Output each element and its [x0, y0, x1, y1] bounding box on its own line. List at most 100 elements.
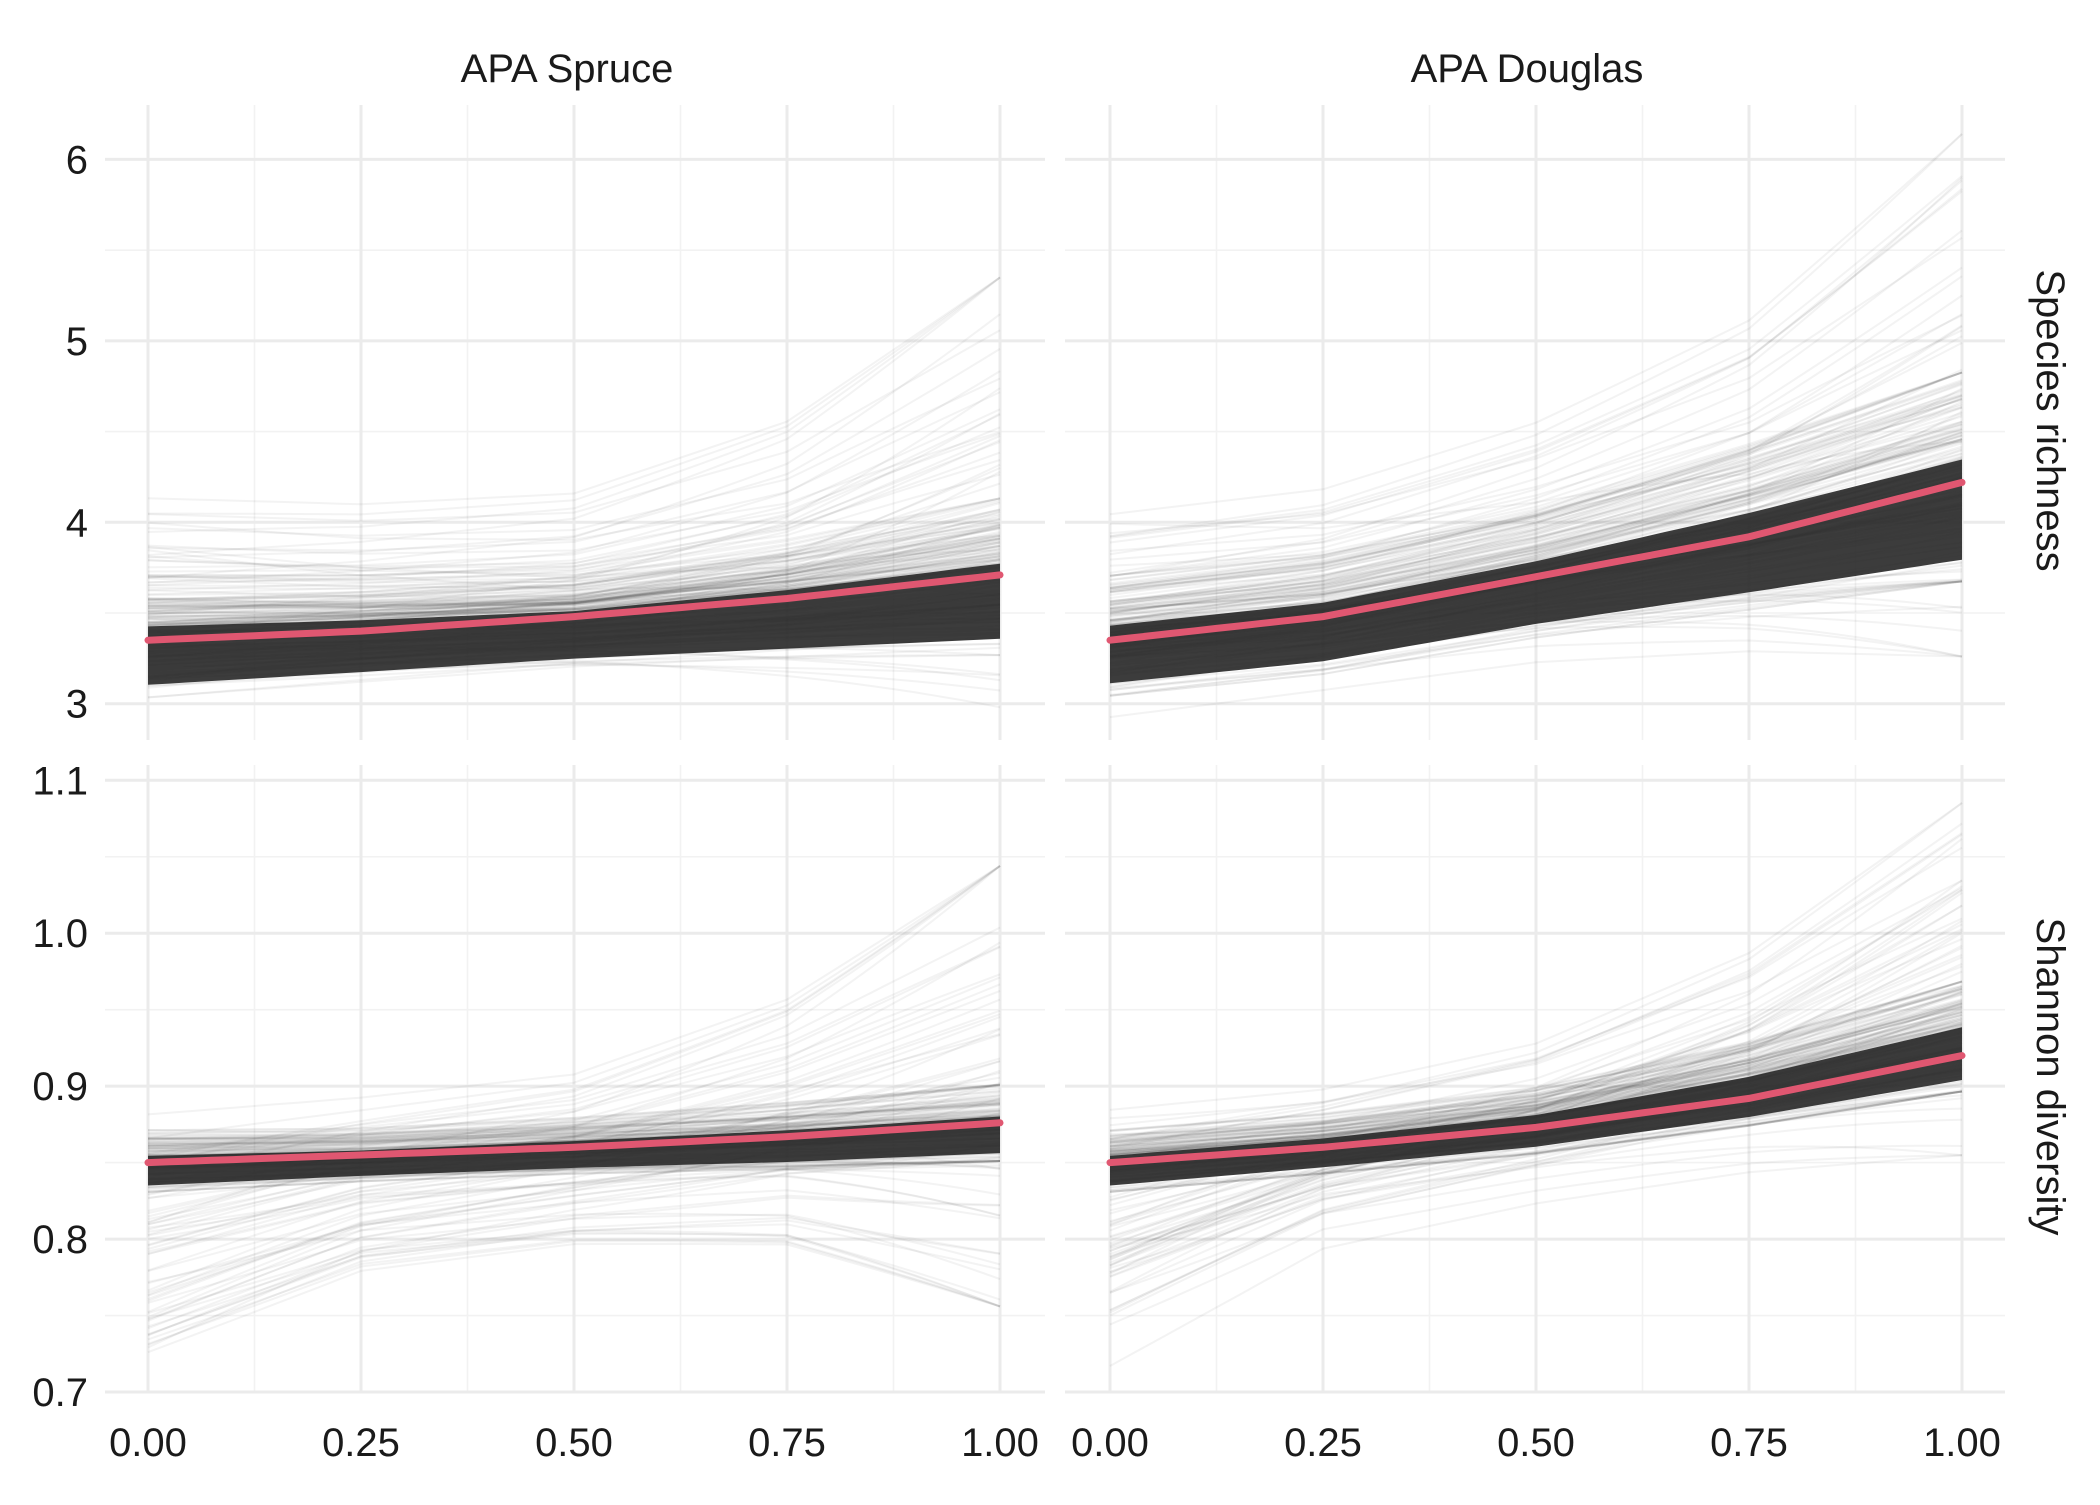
posterior-draw-line — [147, 523, 1001, 627]
posterior-draw-line — [1109, 382, 1963, 607]
posterior-draw-line — [1109, 371, 1963, 593]
posterior-draw-line — [1109, 398, 1963, 587]
posterior-draw-line — [147, 1103, 1001, 1136]
panel-apa-douglas-species-richness — [1065, 105, 2005, 740]
x-tick-label: 0.25 — [322, 1421, 400, 1465]
posterior-draw-line — [1109, 1090, 1963, 1193]
y-tick-label: 0.7 — [32, 1371, 88, 1415]
posterior-draw-line — [147, 941, 1001, 1224]
posterior-draw-line — [147, 1109, 1001, 1134]
y-tick-label: 6 — [66, 138, 88, 182]
posterior-draw-line — [1109, 388, 1963, 615]
posterior-draw-line — [1109, 992, 1963, 1147]
posterior-draw-line — [147, 434, 1001, 592]
posterior-draw-line — [1109, 313, 1963, 581]
posterior-draw-line — [1109, 956, 1963, 1226]
posterior-draw-line — [1109, 402, 1963, 603]
posterior-draw-line — [147, 865, 1001, 1179]
posterior-draw-line — [147, 517, 1001, 576]
posterior-draw-line — [1109, 415, 1963, 607]
posterior-draw-line — [1109, 229, 1963, 574]
posterior-draw-line — [1109, 447, 1963, 613]
x-tick-label: 0.75 — [748, 1421, 826, 1465]
posterior-draw-line — [147, 518, 1001, 614]
posterior-draw-line — [147, 654, 1001, 687]
posterior-draw-line — [1109, 1011, 1963, 1141]
posterior-draw-line — [147, 945, 1001, 1156]
posterior-draw-line — [147, 646, 1001, 699]
posterior-draw-line — [148, 1102, 1001, 1138]
posterior-draw-line — [1109, 437, 1963, 613]
posterior-draw-line — [147, 1102, 1001, 1141]
posterior-draw-line — [147, 313, 1001, 579]
posterior-draw-line — [147, 431, 1001, 541]
posterior-draw-line — [147, 865, 1001, 1165]
posterior-draw-line — [147, 865, 1001, 1116]
posterior-draw-line — [147, 545, 1001, 619]
posterior-draw-line — [147, 555, 1001, 610]
posterior-draw-line — [147, 508, 1001, 605]
posterior-draw-line — [1109, 999, 1963, 1154]
posterior-draw-line — [147, 1097, 1001, 1137]
posterior-draw-line — [147, 1101, 1001, 1150]
posterior-draw-line — [147, 539, 1001, 615]
posterior-draw-line — [1109, 406, 1963, 603]
posterior-draw-line — [1109, 371, 1963, 596]
posterior-draw-line — [147, 567, 1001, 607]
posterior-draw-line — [147, 1156, 1001, 1321]
posterior-draw-line — [1109, 1000, 1963, 1156]
posterior-draw-line — [147, 1168, 1001, 1240]
posterior-draw-line — [147, 497, 1001, 596]
posterior-draw-line — [1109, 368, 1963, 604]
posterior-draw-line — [147, 525, 1001, 582]
posterior-draw-line — [1109, 1001, 1963, 1157]
posterior-draw-line — [147, 1212, 1001, 1283]
posterior-draw-line — [147, 545, 1001, 579]
posterior-draw-line — [147, 391, 1001, 552]
posterior-draw-line — [1109, 438, 1963, 610]
posterior-draw-line — [1109, 440, 1963, 593]
posterior-draw-line — [147, 1110, 1001, 1157]
panel-apa-spruce-shannon-diversity-grid — [105, 765, 1045, 1394]
posterior-draw-line — [147, 1216, 1001, 1336]
posterior-draw-line — [1109, 639, 1963, 690]
posterior-draw-line — [1109, 981, 1963, 1133]
posterior-draw-line — [1109, 342, 1963, 591]
posterior-draw-line — [1109, 177, 1963, 578]
posterior-draw-line — [1109, 423, 1963, 606]
posterior-draw-line — [147, 557, 1001, 627]
posterior-draw-line — [1109, 397, 1963, 622]
posterior-draw-line — [147, 535, 1001, 609]
posterior-draw-line — [1109, 1005, 1963, 1150]
posterior-draw-line — [1109, 1090, 1963, 1189]
posterior-draw-line — [147, 526, 1001, 633]
posterior-draw-line — [1109, 395, 1963, 593]
posterior-draw-line — [1109, 435, 1963, 613]
posterior-draw-line — [147, 523, 1001, 601]
posterior-draw-line — [1109, 467, 1963, 602]
posterior-draw-line — [1109, 429, 1963, 623]
posterior-draw-line — [147, 537, 1001, 606]
posterior-draw-line — [147, 1219, 1001, 1346]
posterior-draw-line — [147, 563, 1001, 624]
posterior-draw-line — [147, 973, 1001, 1161]
posterior-draw-line — [147, 497, 1001, 584]
x-tick-label: 0.50 — [535, 1421, 613, 1465]
posterior-draw-line — [147, 1109, 1001, 1147]
posterior-draw-line — [1109, 1154, 1963, 1326]
posterior-draw-line — [1109, 1022, 1963, 1144]
posterior-draw-line — [1109, 1009, 1963, 1155]
posterior-draw-line — [147, 497, 1001, 602]
posterior-draw-line — [1109, 822, 1963, 1150]
posterior-draw-line — [147, 537, 1001, 629]
posterior-draw-line — [148, 1115, 1001, 1145]
posterior-draw-line — [147, 527, 1001, 628]
posterior-draw-line — [1109, 832, 1963, 1141]
posterior-draw-line — [147, 516, 1001, 601]
panel-apa-douglas-shannon-diversity: 0.00 0.25 0.50 0.75 1.00 — [1065, 765, 2005, 1465]
posterior-draw-line — [1109, 440, 1963, 617]
posterior-draw-line — [147, 1144, 1001, 1322]
posterior-draw-line — [147, 473, 1001, 570]
posterior-draw-line — [1109, 1016, 1963, 1155]
